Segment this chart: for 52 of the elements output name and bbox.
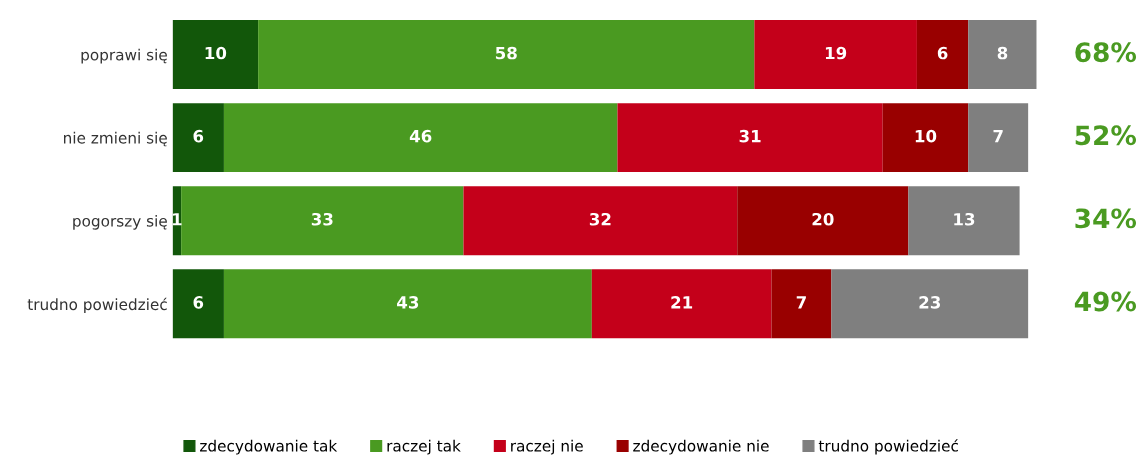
- bar: [737, 186, 909, 256]
- legend-label: zdecydowanie nie: [633, 439, 769, 455]
- bar: [771, 269, 832, 339]
- data-label: 6: [937, 46, 948, 60]
- bar: [591, 269, 772, 339]
- bar: [223, 103, 618, 173]
- data-label: 46: [409, 129, 432, 143]
- bar: [223, 269, 592, 339]
- data-label: 7: [993, 130, 1003, 143]
- legend-label: trudno powiedzieć: [818, 439, 958, 455]
- data-label: 13: [954, 212, 975, 226]
- text: 68%: [1075, 42, 1137, 63]
- bar: [172, 103, 224, 173]
- data-label: 32: [589, 212, 611, 226]
- data-label: 31: [739, 129, 761, 143]
- y-tick-label: trudno powiedzieć: [27, 297, 167, 314]
- bar: [968, 20, 1037, 89]
- data-label: 6: [193, 129, 204, 143]
- bar: [172, 269, 224, 339]
- data-label: 1: [172, 213, 182, 226]
- legend-label: raczej tak: [387, 439, 461, 455]
- bar: [882, 103, 969, 173]
- bar: [617, 103, 883, 173]
- bar: [831, 269, 1029, 339]
- bar: [968, 103, 1029, 173]
- bar: [916, 20, 969, 89]
- data-label: 10: [915, 129, 937, 143]
- bar: [181, 186, 464, 256]
- data-label: 8: [997, 46, 1008, 60]
- data-label: 43: [397, 296, 419, 309]
- text: 49%: [1074, 291, 1137, 312]
- text: 34%: [1075, 208, 1137, 229]
- bar: [463, 186, 738, 256]
- data-label: 6: [193, 296, 204, 309]
- data-label: 33: [311, 212, 333, 226]
- bar: [754, 20, 917, 89]
- y-tick-label: pogorszy się: [73, 214, 167, 230]
- bar: [172, 20, 259, 89]
- legend-label: raczej nie: [511, 439, 583, 455]
- data-label: 19: [825, 46, 847, 60]
- y-tick-label: poprawi się: [81, 48, 167, 64]
- bar: [908, 186, 1020, 256]
- data-label: 23: [919, 296, 941, 309]
- legend-label: zdecydowanie tak: [200, 439, 338, 455]
- data-label: 21: [671, 296, 693, 309]
- bar: [258, 20, 755, 89]
- data-label: 7: [796, 296, 806, 309]
- data-label: 20: [812, 212, 834, 226]
- data-label: 10: [205, 46, 227, 60]
- data-label: 58: [495, 46, 517, 60]
- y-tick-label: nie zmieni się: [64, 131, 167, 147]
- text: 52%: [1075, 125, 1137, 146]
